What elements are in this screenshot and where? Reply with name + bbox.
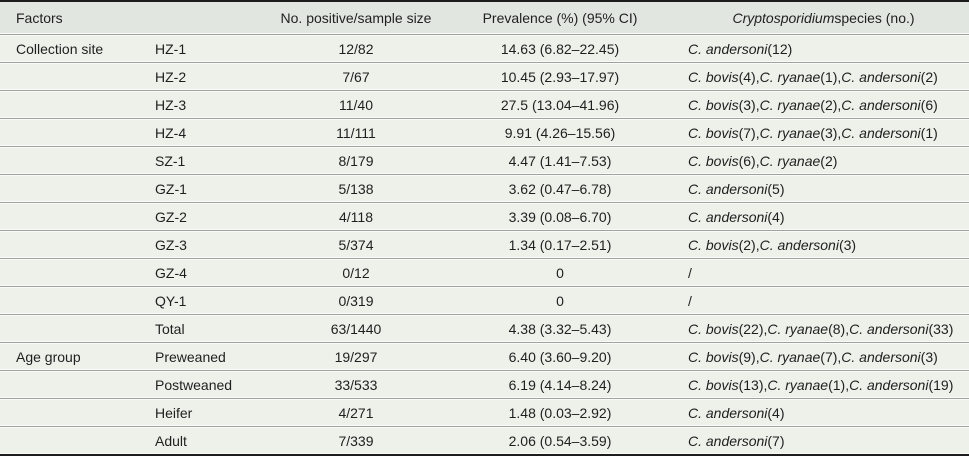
prevalence-cell: 9.91 (4.26–15.56) bbox=[504, 124, 616, 141]
prevalence-cell: 0 bbox=[556, 292, 564, 309]
prevalence-cell: 3.62 (0.47–6.78) bbox=[508, 180, 612, 197]
prevalence-cell: 6.19 (4.14–8.24) bbox=[508, 376, 612, 393]
header-prevalence: Prevalence (%) (95% CI) bbox=[482, 9, 638, 26]
table-row: SZ-1 8/179 4.47 (1.41–7.53) C. bovis (6), C… bbox=[0, 147, 969, 174]
positive-cell: 0/319 bbox=[338, 292, 374, 309]
species-cell: C. bovis (9), C. ryanae (7), C. anderson… bbox=[688, 348, 938, 365]
table-row: Adult 7/339 2.06 (0.54–3.59) C. andersoni (… bbox=[0, 427, 969, 454]
table-row: HZ-3 11/40 27.5 (13.04–41.96) C. bovis (3),… bbox=[0, 91, 969, 118]
factor-cell bbox=[0, 288, 127, 313]
species-cell: C. bovis (6), C. ryanae (2) bbox=[688, 152, 838, 169]
factor-cell bbox=[0, 400, 127, 425]
positive-cell: 33/533 bbox=[334, 376, 378, 393]
table-row: QY-1 0/319 0 / bbox=[0, 287, 969, 314]
header-factors: Factors bbox=[16, 9, 63, 26]
prevalence-cell: 1.34 (0.17–2.51) bbox=[508, 236, 612, 253]
positive-cell: 8/179 bbox=[338, 152, 374, 169]
level-cell: GZ-2 bbox=[155, 208, 187, 225]
level-cell: QY-1 bbox=[155, 292, 187, 309]
level-cell: HZ-3 bbox=[155, 96, 187, 113]
table-row: GZ-4 0/12 0 / bbox=[0, 259, 969, 286]
prevalence-cell: 4.47 (1.41–7.53) bbox=[508, 152, 612, 169]
level-cell: Total bbox=[155, 320, 185, 337]
table-row: Collection site HZ-1 12/82 14.63 (6.82–22.4… bbox=[0, 35, 969, 62]
table-row: Total 63/1440 4.38 (3.32–5.43) C. bovis (22… bbox=[0, 315, 969, 342]
positive-cell: 5/138 bbox=[338, 180, 374, 197]
species-cell: C. andersoni (12) bbox=[688, 40, 793, 57]
prevalence-cell: 3.39 (0.08–6.70) bbox=[508, 208, 612, 225]
prevalence-cell: 14.63 (6.82–22.45) bbox=[500, 40, 620, 57]
prevalence-cell: 1.48 (0.03–2.92) bbox=[508, 404, 612, 421]
table-row: GZ-1 5/138 3.62 (0.47–6.78) C. andersoni (5… bbox=[0, 175, 969, 202]
prevalence-cell: 10.45 (2.93–17.97) bbox=[500, 68, 620, 85]
table-header-row: Factors No. positive/sample size Prevale… bbox=[0, 2, 969, 34]
table-row: GZ-2 4/118 3.39 (0.08–6.70) C. andersoni (4… bbox=[0, 203, 969, 230]
species-cell: C. bovis (3), C. ryanae (2), C. anderson… bbox=[688, 96, 938, 113]
table-row: Postweaned 33/533 6.19 (4.14–8.24) C. bovis… bbox=[0, 371, 969, 398]
factor-cell bbox=[0, 176, 127, 201]
prevalence-cell: 0 bbox=[556, 264, 564, 281]
level-cell: HZ-1 bbox=[155, 40, 187, 57]
positive-cell: 0/12 bbox=[342, 264, 370, 281]
level-cell: HZ-4 bbox=[155, 124, 187, 141]
level-cell: GZ-4 bbox=[155, 264, 187, 281]
factor-cell bbox=[0, 372, 127, 397]
table-row: Age group Preweaned 19/297 6.40 (3.60–9.20)… bbox=[0, 343, 969, 370]
level-cell: SZ-1 bbox=[155, 152, 186, 169]
species-cell: C. bovis (13), C. ryanae (1), C. anderso… bbox=[688, 376, 954, 393]
level-cell: GZ-1 bbox=[155, 180, 187, 197]
factor-cell bbox=[0, 204, 127, 229]
species-cell: C. bovis (22), C. ryanae (8), C. anderso… bbox=[688, 320, 954, 337]
positive-cell: 19/297 bbox=[334, 348, 378, 365]
positive-cell: 7/67 bbox=[342, 68, 370, 85]
species-cell: C. andersoni (7) bbox=[688, 432, 785, 449]
factor-cell bbox=[0, 232, 127, 257]
positive-cell: 4/271 bbox=[338, 404, 374, 421]
header-species-rest: species (no.) bbox=[834, 9, 915, 26]
level-cell: Adult bbox=[155, 432, 187, 449]
species-cell: C. andersoni (5) bbox=[688, 180, 785, 197]
positive-cell: 11/111 bbox=[336, 124, 376, 141]
prevalence-cell: 6.40 (3.60–9.20) bbox=[508, 348, 612, 365]
species-cell: / bbox=[688, 292, 692, 309]
table-row: HZ-2 7/67 10.45 (2.93–17.97) C. bovis (4), … bbox=[0, 63, 969, 90]
factor-cell bbox=[0, 148, 127, 173]
species-cell: C. andersoni (4) bbox=[688, 404, 785, 421]
factor-cell: Age group bbox=[16, 348, 81, 365]
level-cell: GZ-3 bbox=[155, 236, 187, 253]
factor-cell bbox=[0, 316, 127, 341]
species-cell: / bbox=[688, 264, 692, 281]
positive-cell: 5/374 bbox=[338, 236, 374, 253]
level-cell: HZ-2 bbox=[155, 68, 187, 85]
positive-cell: 7/339 bbox=[338, 432, 374, 449]
table-row: Heifer 4/271 1.48 (0.03–2.92) C. andersoni … bbox=[0, 399, 969, 426]
table-row: GZ-3 5/374 1.34 (0.17–2.51) C. bovis (2), C… bbox=[0, 231, 969, 258]
positive-cell: 4/118 bbox=[339, 208, 373, 225]
species-cell: C. bovis (4), C. ryanae (1), C. anderson… bbox=[688, 68, 938, 85]
header-species-genus: Cryptosporidium bbox=[732, 9, 835, 26]
prevalence-cell: 4.38 (3.32–5.43) bbox=[508, 320, 612, 337]
factor-cell bbox=[0, 120, 127, 145]
prevalence-cell: 2.06 (0.54–3.59) bbox=[508, 432, 612, 449]
prevalence-cell: 27.5 (13.04–41.96) bbox=[500, 96, 620, 113]
factor-cell bbox=[0, 92, 127, 117]
factor-cell: Collection site bbox=[16, 40, 104, 57]
species-cell: C. bovis (7), C. ryanae (3), C. anderson… bbox=[688, 124, 938, 141]
positive-cell: 12/82 bbox=[338, 40, 374, 57]
factor-cell bbox=[0, 64, 127, 89]
species-cell: C. andersoni (4) bbox=[688, 208, 785, 225]
level-cell: Preweaned bbox=[155, 348, 226, 365]
positive-cell: 11/40 bbox=[339, 96, 373, 113]
positive-cell: 63/1440 bbox=[330, 320, 382, 337]
header-spacer bbox=[127, 2, 270, 33]
header-species: Cryptosporidium species (no.) bbox=[678, 2, 969, 33]
species-cell: C. bovis (2), C. andersoni (3) bbox=[688, 236, 857, 253]
level-cell: Postweaned bbox=[155, 376, 233, 393]
table-row: HZ-4 11/111 9.91 (4.26–15.56) C. bovis (7),… bbox=[0, 119, 969, 146]
factor-cell bbox=[0, 428, 127, 453]
factor-cell bbox=[0, 260, 127, 285]
level-cell: Heifer bbox=[155, 404, 193, 421]
header-no-positive: No. positive/sample size bbox=[280, 9, 432, 26]
